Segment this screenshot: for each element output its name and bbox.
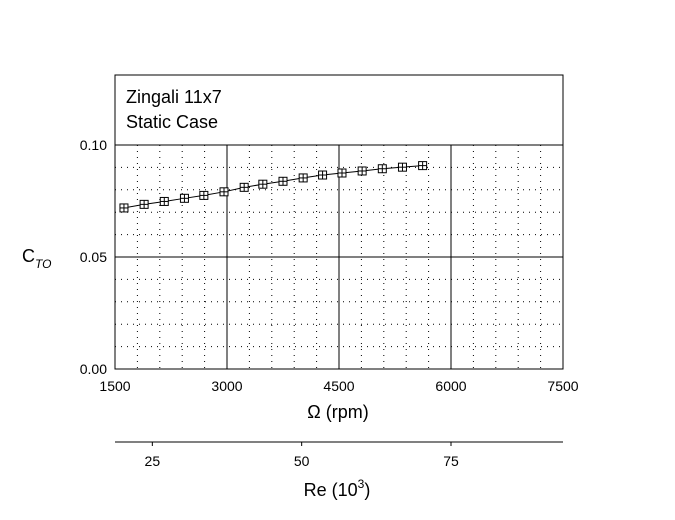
grid <box>115 144 563 369</box>
data-point <box>199 190 209 200</box>
x-tick-label: 1500 <box>99 378 130 394</box>
series-line <box>123 165 423 209</box>
x-tick-label: 6000 <box>435 378 466 394</box>
data-point <box>119 203 129 213</box>
data-point <box>377 164 387 174</box>
data-point <box>219 187 229 197</box>
chart-title-line: Zingali 11x7 <box>126 87 222 107</box>
y-tick-label: 0.10 <box>80 137 107 153</box>
x-tick-label: 7500 <box>547 378 578 394</box>
data-point <box>159 196 169 206</box>
axes <box>114 74 564 446</box>
x-axis-label: Ω (rpm) <box>307 402 368 422</box>
series <box>119 161 428 213</box>
data-point <box>179 193 189 203</box>
data-point <box>239 182 249 192</box>
plot-frame <box>114 74 564 370</box>
labels: 1500 3000 4500 6000 7500 0.00 0.05 0.10 Zingali … <box>22 87 579 500</box>
data-point <box>397 162 407 172</box>
data-point <box>139 199 149 209</box>
data-point <box>298 173 308 183</box>
data-point <box>418 161 428 171</box>
y-tick-label: 0.05 <box>80 249 107 265</box>
y-tick-label: 0.00 <box>80 361 107 377</box>
secondary-x-tick-label: 50 <box>294 453 310 469</box>
secondary-x-tick-label: 25 <box>145 453 161 469</box>
chart-title-line: Static Case <box>126 112 218 132</box>
x-tick-label: 4500 <box>323 378 354 394</box>
data-point <box>337 168 347 178</box>
data-point <box>258 179 268 189</box>
secondary-x-tick-label: 75 <box>443 453 459 469</box>
secondary-x-axis-label: Re (103) <box>304 477 371 500</box>
data-point <box>318 170 328 180</box>
data-point <box>357 166 367 176</box>
x-tick-label: 3000 <box>211 378 242 394</box>
y-axis-label: CTO <box>22 246 51 271</box>
data-point <box>278 176 288 186</box>
